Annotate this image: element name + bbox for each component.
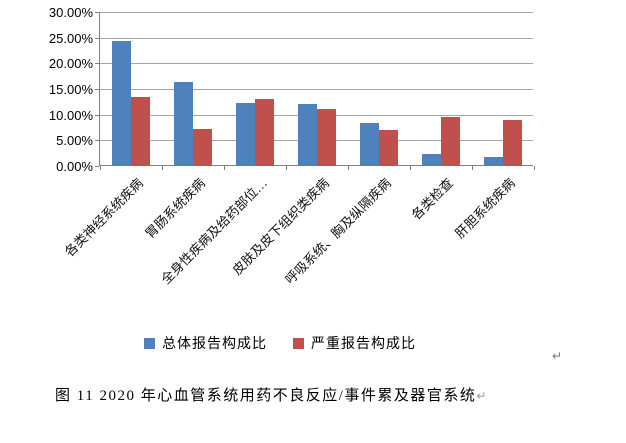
y-axis-tick [95,114,99,116]
legend-swatch-icon [144,337,155,349]
bar-总体报告构成比-呼吸系统、胸及纵隔疾病 [359,123,379,166]
bar-严重报告构成比-肝胆系统疾病 [503,120,523,166]
y-axis-label: 30.00% [48,5,93,20]
y-axis-label: 25.00% [48,30,93,46]
legend-item-严重报告构成比: 严重报告构成比 [293,333,416,353]
category-label-呼吸系统、胸及纵隔疾病: 呼吸系统、胸及纵隔疾病 [282,175,394,288]
legend-label: 总体报告构成比 [162,337,267,352]
category-label-各类检查: 各类检查 [408,175,456,223]
bar-总体报告构成比-肝胆系统疾病 [483,157,503,166]
bar-严重报告构成比-皮肤及皮下组织类疾病 [317,109,337,166]
legend-item-总体报告构成比: 总体报告构成比 [144,333,267,353]
bar-总体报告构成比-各类检查 [421,153,441,166]
x-axis-tick [534,166,535,170]
x-axis-tick [286,166,287,170]
category-label-各类神经系统疾病: 各类神经系统疾病 [61,175,146,260]
paragraph-return-mark: ↵ [552,349,563,363]
figure-caption-text: 图 11 2020 年心血管系统用药不良反应/事件累及器官系统 [55,388,477,404]
plot-area [95,12,535,170]
bar-总体报告构成比-全身性疾病及给药部位… [235,103,255,166]
y-axis-label: 5.00% [56,133,93,149]
category-label-胃肠系统疾病: 胃肠系统疾病 [142,175,208,242]
caption-return-mark: ↵ [476,389,487,403]
category-label-全身性疾病及给药部位…: 全身性疾病及给药部位… [158,175,270,288]
x-axis-tick [224,166,225,170]
gridline [100,37,533,39]
bar-总体报告构成比-皮肤及皮下组织类疾病 [297,104,317,166]
x-axis-tick [472,166,473,170]
legend-swatch-icon [293,337,304,349]
y-axis-tick [95,12,99,13]
gridline [100,63,533,65]
y-axis-label: 10.00% [48,107,93,123]
x-axis-tick [100,166,101,170]
x-axis-tick [162,166,163,170]
bar-严重报告构成比-胃肠系统疾病 [193,129,213,166]
figure-caption: 图 11 2020 年心血管系统用药不良反应/事件累及器官系统↵ [55,384,486,405]
chart-legend: 总体报告构成比 严重报告构成比 [144,333,416,353]
x-axis-tick [348,166,349,170]
gridline [100,89,533,90]
y-axis-label: 0.00% [56,159,93,174]
legend-label: 严重报告构成比 [311,337,416,352]
y-axis-tick [95,89,99,90]
bar-严重报告构成比-各类神经系统疾病 [131,97,151,166]
gridline [100,12,533,13]
y-axis-label: 20.00% [48,56,93,72]
y-axis-tick [95,37,99,39]
y-axis-tick [95,166,99,167]
bar-严重报告构成比-各类检查 [441,117,461,166]
y-axis-tick [95,140,99,142]
bar-严重报告构成比-呼吸系统、胸及纵隔疾病 [379,130,399,166]
bar-总体报告构成比-胃肠系统疾病 [173,82,193,166]
y-axis-tick [95,63,99,65]
category-label-肝胆系统疾病: 肝胆系统疾病 [452,175,518,242]
bar-严重报告构成比-全身性疾病及给药部位… [255,99,275,166]
x-axis-tick [410,166,411,170]
y-axis-label: 15.00% [48,82,93,97]
bar-总体报告构成比-各类神经系统疾病 [111,41,131,166]
